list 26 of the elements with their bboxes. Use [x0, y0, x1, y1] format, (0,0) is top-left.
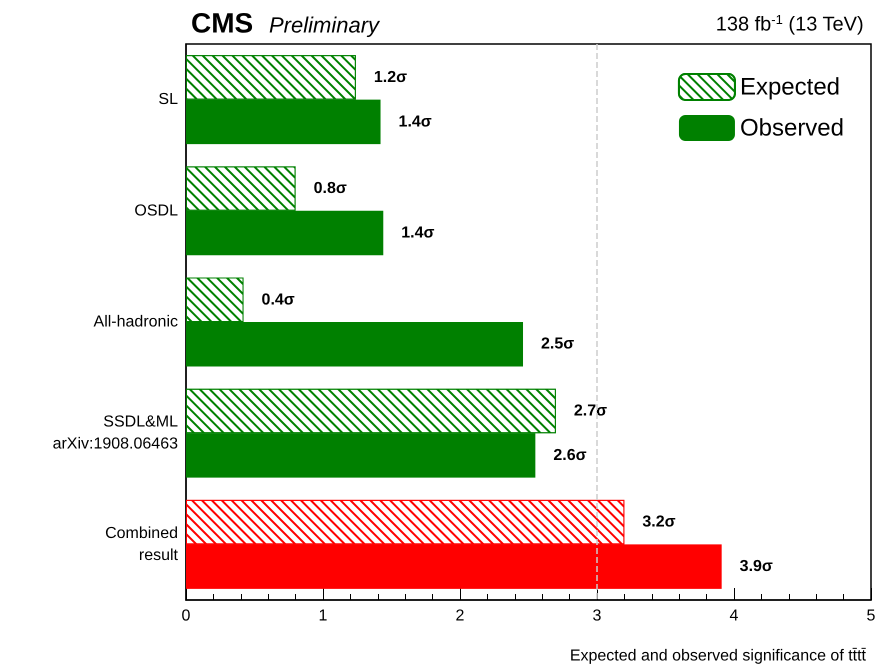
legend-label: Observed	[740, 114, 844, 142]
x-axis-title: Expected and observed significance of tt̄tt̄	[570, 648, 867, 664]
data-label: 2.7σ	[574, 402, 608, 420]
y-tick-label: Combined result	[105, 524, 179, 564]
data-label: 1.4σ	[398, 113, 432, 130]
data-label: 2.6σ	[553, 446, 587, 464]
data-label: 0.8σ	[314, 180, 347, 198]
x-tick-label: 2	[456, 608, 465, 624]
x-tick-label: 5	[866, 608, 876, 624]
x-tick-label: 4	[730, 608, 739, 624]
chart-title: CMS	[191, 8, 254, 38]
y-tick-label: All-hadronic	[94, 314, 178, 330]
legend-label: Expected	[740, 74, 840, 100]
x-tick-label: 3	[592, 608, 602, 624]
y-tick-label: OSDL	[134, 202, 178, 220]
data-label: 1.4σ	[401, 224, 435, 242]
x-tick-label: 1	[318, 608, 328, 624]
data-label: 0.4σ	[262, 291, 295, 308]
data-label: 3.2σ	[642, 514, 676, 531]
x-tick-label: 0	[182, 608, 191, 624]
data-label: 3.9σ	[740, 558, 773, 576]
data-label: 2.5σ	[541, 336, 574, 353]
y-tick-label: SSDL&ML arXiv:1908.06463	[52, 414, 178, 453]
data-label: 1.2σ	[374, 68, 408, 86]
chart-subtitle: Preliminary	[269, 12, 382, 38]
y-tick-label: SL	[158, 91, 178, 108]
